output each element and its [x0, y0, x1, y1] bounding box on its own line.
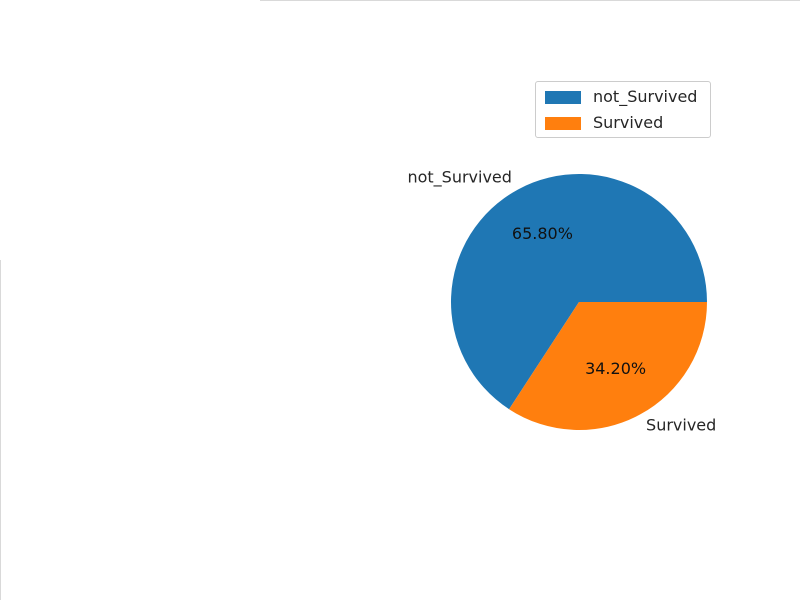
pie-labels: 65.80% not_Survived 34.20% Survived [407, 168, 716, 435]
pct-label-not-survived: 65.80% [512, 224, 573, 243]
top-frame-edge [260, 0, 800, 1]
left-frame-edge [0, 260, 1, 600]
pie-slice-survived [509, 302, 707, 430]
legend-swatch-not-survived [545, 90, 581, 104]
legend-item-survived: Survived [545, 113, 663, 133]
pie-label-not-survived: not_Survived [407, 168, 511, 188]
legend-label-survived: Survived [593, 113, 664, 132]
pie-slices [451, 173, 707, 430]
legend-swatch-survived [545, 116, 581, 130]
pie-label-survived: Survived [646, 415, 716, 434]
legend-item-not-survived: not_Survived [545, 87, 697, 107]
legend: not_Survived Survived [535, 81, 711, 138]
pie-slice-not-survived [451, 173, 707, 410]
legend-label-not-survived: not_Survived [593, 87, 698, 106]
pct-label-survived: 34.20% [585, 359, 646, 378]
